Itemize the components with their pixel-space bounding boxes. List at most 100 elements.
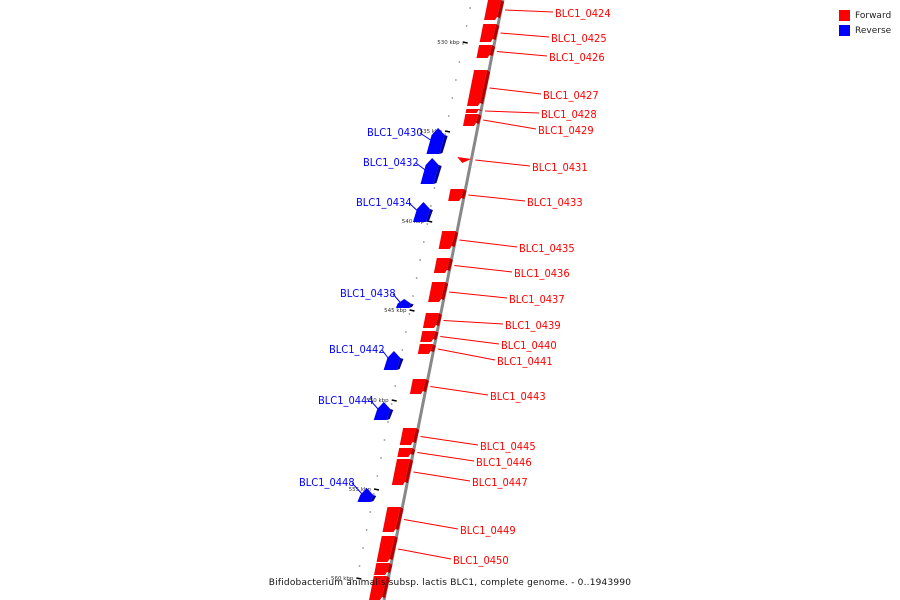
gene-shade	[386, 409, 394, 420]
gene-shade	[370, 495, 377, 502]
label-leader	[430, 386, 489, 396]
blc1-0440-feature	[420, 331, 439, 342]
kbp-tick	[409, 309, 415, 312]
blc1-0441-feature	[417, 344, 436, 354]
gene-shade	[396, 358, 404, 370]
blc1-0446-feature	[397, 448, 416, 457]
blc1-0442-feature	[383, 351, 404, 370]
kbp-tick-label: 560 kbp	[331, 576, 354, 582]
gene-shape	[433, 258, 450, 273]
gene-shape	[412, 202, 430, 222]
gene-label-blc1-0434: BLC1_0434	[356, 196, 412, 209]
gene-shape	[357, 488, 374, 502]
blc1-0428-feature	[465, 109, 483, 113]
blc1-0439-feature	[422, 313, 442, 328]
blc1-0436-feature	[433, 258, 453, 273]
label-leader	[419, 132, 436, 144]
gene-feature	[373, 563, 393, 575]
kbp-tick	[391, 399, 397, 402]
gene-label-blc1-0430: BLC1_0430	[367, 126, 423, 139]
gene-shade	[451, 231, 459, 247]
gene-shape	[397, 448, 413, 457]
minor-ticks	[355, 7, 471, 585]
gene-shade	[433, 165, 442, 184]
gene-labels: BLC1_0424 BLC1_0425 BLC1_0426 BLC1_0427 BLC1…	[299, 7, 611, 567]
gene-shape	[484, 0, 501, 20]
gene-label-blc1-0426: BLC1_0426	[549, 51, 605, 64]
label-leader	[381, 349, 392, 363]
blc1-0450-feature	[376, 536, 398, 562]
label-leader	[413, 471, 471, 482]
genome-caption: Bifidobacterium animalis subsp. lactis B…	[268, 578, 632, 588]
label-leader	[484, 110, 540, 114]
blc1-0445-feature	[399, 428, 420, 445]
blc1-0430-feature	[426, 128, 448, 154]
gene-label-blc1-0447: BLC1_0447	[472, 476, 528, 489]
legend-forward: Forward	[839, 8, 891, 23]
gene-label-blc1-0449: BLC1_0449	[460, 524, 516, 537]
kbp-tick-label: 545 kbp	[384, 308, 407, 314]
gene-label-blc1-0439: BLC1_0439	[505, 319, 561, 332]
kbp-tick-label: 555 kbp	[349, 487, 372, 493]
gene-label-blc1-0440: BLC1_0440	[501, 339, 557, 352]
gene-shape	[438, 231, 456, 249]
gene-shape	[479, 24, 497, 42]
gene-shade	[433, 331, 439, 340]
gene-shape	[420, 331, 436, 342]
label-leader	[420, 436, 479, 446]
reverse-swatch	[839, 25, 850, 36]
gene-shade	[382, 576, 390, 598]
gene-label-blc1-0445: BLC1_0445	[480, 440, 536, 453]
gene-label-blc1-0435: BLC1_0435	[519, 242, 575, 255]
blc1-0449-feature	[382, 507, 404, 532]
blc1-0426-feature	[476, 45, 496, 58]
gene-shade	[410, 448, 416, 455]
label-leader	[415, 162, 430, 174]
gene-shape	[426, 128, 445, 154]
gene-shade	[489, 45, 496, 56]
blc1-0447-feature	[391, 459, 413, 485]
gene-shade	[492, 24, 500, 40]
label-leader	[351, 482, 366, 498]
gene-shape	[409, 379, 426, 394]
gene-label-blc1-0448: BLC1_0448	[299, 476, 355, 489]
label-leader	[496, 51, 548, 57]
gene-label-blc1-0425: BLC1_0425	[551, 32, 607, 45]
kbp-tick-label: 535 kbp	[420, 129, 443, 135]
gene-label-blc1-0437: BLC1_0437	[509, 293, 565, 306]
label-leader	[440, 336, 500, 345]
label-leader	[392, 293, 404, 306]
gene-label-blc1-0433: BLC1_0433	[527, 196, 583, 209]
blc1-0444-feature	[373, 402, 394, 420]
blc1-0424-feature	[484, 0, 504, 20]
kbp-tick	[373, 488, 380, 491]
gene-label-blc1-0436: BLC1_0436	[514, 267, 570, 280]
gene-label-blc1-0444: BLC1_0444	[318, 394, 374, 407]
gene-shape	[376, 536, 395, 562]
gene-label-blc1-0446: BLC1_0446	[476, 456, 532, 469]
blc1-0437-feature	[428, 282, 449, 302]
label-leader	[398, 548, 452, 560]
legend-reverse: Reverse	[839, 23, 891, 38]
gene-feature	[369, 576, 390, 600]
blc1-0427-feature	[466, 70, 491, 106]
gene-shade	[430, 344, 436, 352]
legend-reverse-label: Reverse	[855, 25, 892, 36]
label-leader	[489, 87, 542, 95]
blc1-0434-feature	[412, 202, 433, 222]
blc1-0432-feature	[420, 158, 442, 184]
blc1-0438-feature	[395, 299, 414, 308]
label-leader	[437, 348, 496, 361]
gene-label-blc1-0427: BLC1_0427	[543, 89, 599, 102]
gene-shape	[465, 109, 480, 113]
label-leader	[483, 119, 537, 130]
kbp-tick	[444, 130, 451, 133]
gene-shade	[479, 70, 491, 104]
label-leader	[504, 9, 554, 13]
label-leader	[417, 452, 475, 462]
gene-shape	[422, 313, 439, 328]
gene-label-blc1-0450: BLC1_0450	[453, 554, 509, 567]
kbp-tick-label: 550 kbp	[366, 398, 389, 404]
gene-shape	[399, 428, 417, 445]
